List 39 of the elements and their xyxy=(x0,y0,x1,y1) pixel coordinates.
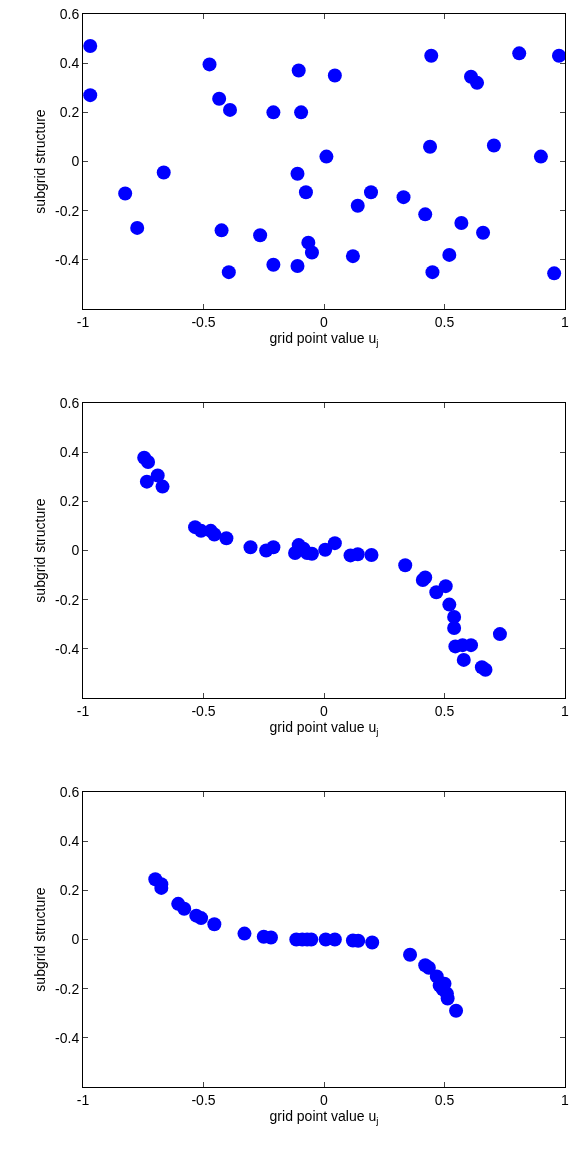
y-tick-label: 0.2 xyxy=(59,104,80,121)
y-tick-label: 0.4 xyxy=(59,55,80,72)
y-tick-label: 0.6 xyxy=(59,783,80,800)
x-tick-label: 0.5 xyxy=(434,702,455,719)
y-tick-label: 0 xyxy=(71,542,80,559)
y-tick-label: -0.4 xyxy=(55,251,80,268)
x-axis-title: grid point value u$_{j}$ xyxy=(269,1108,379,1127)
x-tick-label: 1 xyxy=(561,702,570,719)
x-tick-label: 0 xyxy=(320,702,329,719)
x-axis-title: grid point value u$_{j}$ xyxy=(269,719,379,738)
x-tick-label: -0.5 xyxy=(191,313,216,330)
y-tick-label: -0.2 xyxy=(55,591,80,608)
x-axis-title: grid point value u$_{j}$ xyxy=(269,330,379,349)
y-tick-label: -0.2 xyxy=(55,980,80,997)
y-tick-label: 0.4 xyxy=(59,833,80,850)
x-tick-label: -0.5 xyxy=(191,702,216,719)
x-tick-label: -1 xyxy=(76,313,90,330)
x-tick-label: 1 xyxy=(561,1091,570,1108)
x-tick-label: 0.5 xyxy=(434,313,455,330)
y-axis-title: subgrid structure xyxy=(31,109,48,214)
y-axis-title: subgrid structure xyxy=(31,887,48,992)
y-tick-label: 0.2 xyxy=(59,882,80,899)
y-tick-label: -0.2 xyxy=(55,202,80,219)
y-tick-label: 0 xyxy=(71,153,80,170)
y-tick-label: -0.4 xyxy=(55,640,80,657)
y-axis-title: subgrid structure xyxy=(31,498,48,603)
y-tick-label: 0.4 xyxy=(59,444,80,461)
x-tick-label: 0 xyxy=(320,1091,329,1108)
x-tick-label: 0.5 xyxy=(434,1091,455,1108)
x-tick-label: -0.5 xyxy=(191,1091,216,1108)
x-tick-label: -1 xyxy=(76,702,90,719)
y-tick-label: 0.6 xyxy=(59,394,80,411)
x-tick-label: 1 xyxy=(561,313,570,330)
y-tick-label: 0.6 xyxy=(59,5,80,22)
y-tick-label: -0.4 xyxy=(55,1029,80,1046)
x-tick-label: -1 xyxy=(76,1091,90,1108)
y-tick-label: 0 xyxy=(71,931,80,948)
x-tick-label: 0 xyxy=(320,313,329,330)
y-tick-label: 0.2 xyxy=(59,493,80,510)
